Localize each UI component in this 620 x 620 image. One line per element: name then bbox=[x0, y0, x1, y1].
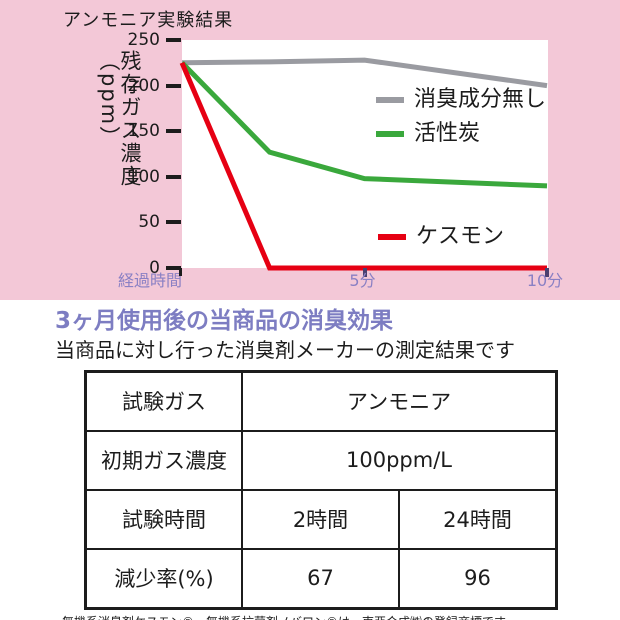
series-line-2 bbox=[179, 61, 547, 271]
table-row: 初期ガス濃度 100ppm/L bbox=[84, 429, 558, 491]
y-tick-mark bbox=[166, 174, 181, 179]
y-tick-mark bbox=[166, 266, 181, 270]
row-label: 試験ガス bbox=[84, 370, 243, 432]
section-subheading: 当商品に対し行った消臭剤メーカーの測定結果です bbox=[55, 337, 515, 362]
y-tick-label: 100 bbox=[127, 166, 160, 187]
x-tick-mark bbox=[545, 268, 549, 277]
legend-label: 活性炭 bbox=[414, 121, 481, 146]
y-tick-mark bbox=[166, 220, 181, 225]
series-line-1 bbox=[180, 61, 548, 189]
y-tick-mark bbox=[166, 83, 181, 88]
y-axis-label: 残存ガス濃度（ppm） bbox=[97, 50, 142, 188]
section-heading: 3ヶ月使用後の当商品の消臭効果 bbox=[55, 308, 394, 334]
legend-label: ケスモン bbox=[416, 224, 505, 249]
table-row: 試験時間 2時間 24時間 bbox=[84, 488, 558, 550]
row-label: 初期ガス濃度 bbox=[84, 429, 243, 491]
y-tick-label: 50 bbox=[138, 212, 160, 233]
table-row: 試験ガス アンモニア bbox=[84, 370, 558, 432]
legend-item-kesmon: ケスモン bbox=[378, 224, 504, 250]
legend-item-no-deodorant: 消臭成分無し bbox=[376, 87, 546, 113]
chart-title: アンモニア実験結果 bbox=[63, 10, 234, 31]
y-tick-label: 250 bbox=[127, 30, 160, 50]
y-tick-mark bbox=[166, 129, 181, 134]
row-value: 96 bbox=[398, 547, 558, 610]
chart-panel: アンモニア実験結果 残存ガス濃度（ppm） 経過時間 消臭成分無し 活性炭 ケス… bbox=[0, 0, 620, 300]
chart-lines bbox=[179, 57, 548, 271]
row-value: 2時間 bbox=[241, 488, 400, 550]
row-value: 67 bbox=[241, 547, 400, 610]
row-label: 減少率(%) bbox=[84, 547, 243, 610]
x-tick-mark bbox=[362, 268, 367, 277]
y-tick-mark bbox=[166, 38, 181, 42]
row-value: 100ppm/L bbox=[241, 429, 558, 491]
results-table: 試験ガス アンモニア 初期ガス濃度 100ppm/L 試験時間 2時間 24時間… bbox=[84, 369, 558, 610]
x-tick-label: 10分 bbox=[526, 271, 564, 290]
table-row: 減少率(%) 67 96 bbox=[84, 547, 558, 610]
legend-swatch-green bbox=[376, 131, 404, 137]
legend-label: 消臭成分無し bbox=[414, 87, 547, 112]
legend-item-activated-carbon: 活性炭 bbox=[376, 121, 480, 147]
x-tick-label: 5分 bbox=[349, 271, 376, 290]
legend-swatch-red bbox=[378, 234, 406, 240]
legend-swatch-gray bbox=[376, 97, 404, 103]
series-line-0 bbox=[181, 57, 548, 89]
y-tick-label: 150 bbox=[127, 121, 160, 142]
row-value: 24時間 bbox=[398, 488, 558, 550]
row-value: アンモニア bbox=[241, 370, 558, 432]
y-tick-label: 200 bbox=[127, 75, 160, 96]
trademark-footnote: 無機系消臭剤ケスモン®、無機系抗菌剤ノバロン®は、東亞合成㈱の登録商標です。 bbox=[62, 613, 620, 620]
y-tick-label: 0 bbox=[149, 258, 160, 278]
results-section: 3ヶ月使用後の当商品の消臭効果 当商品に対し行った消臭剤メーカーの測定結果です … bbox=[0, 300, 620, 620]
x-axis-title: 経過時間 bbox=[117, 271, 182, 290]
row-label: 試験時間 bbox=[84, 488, 243, 550]
origin-tick-mark bbox=[179, 268, 182, 276]
